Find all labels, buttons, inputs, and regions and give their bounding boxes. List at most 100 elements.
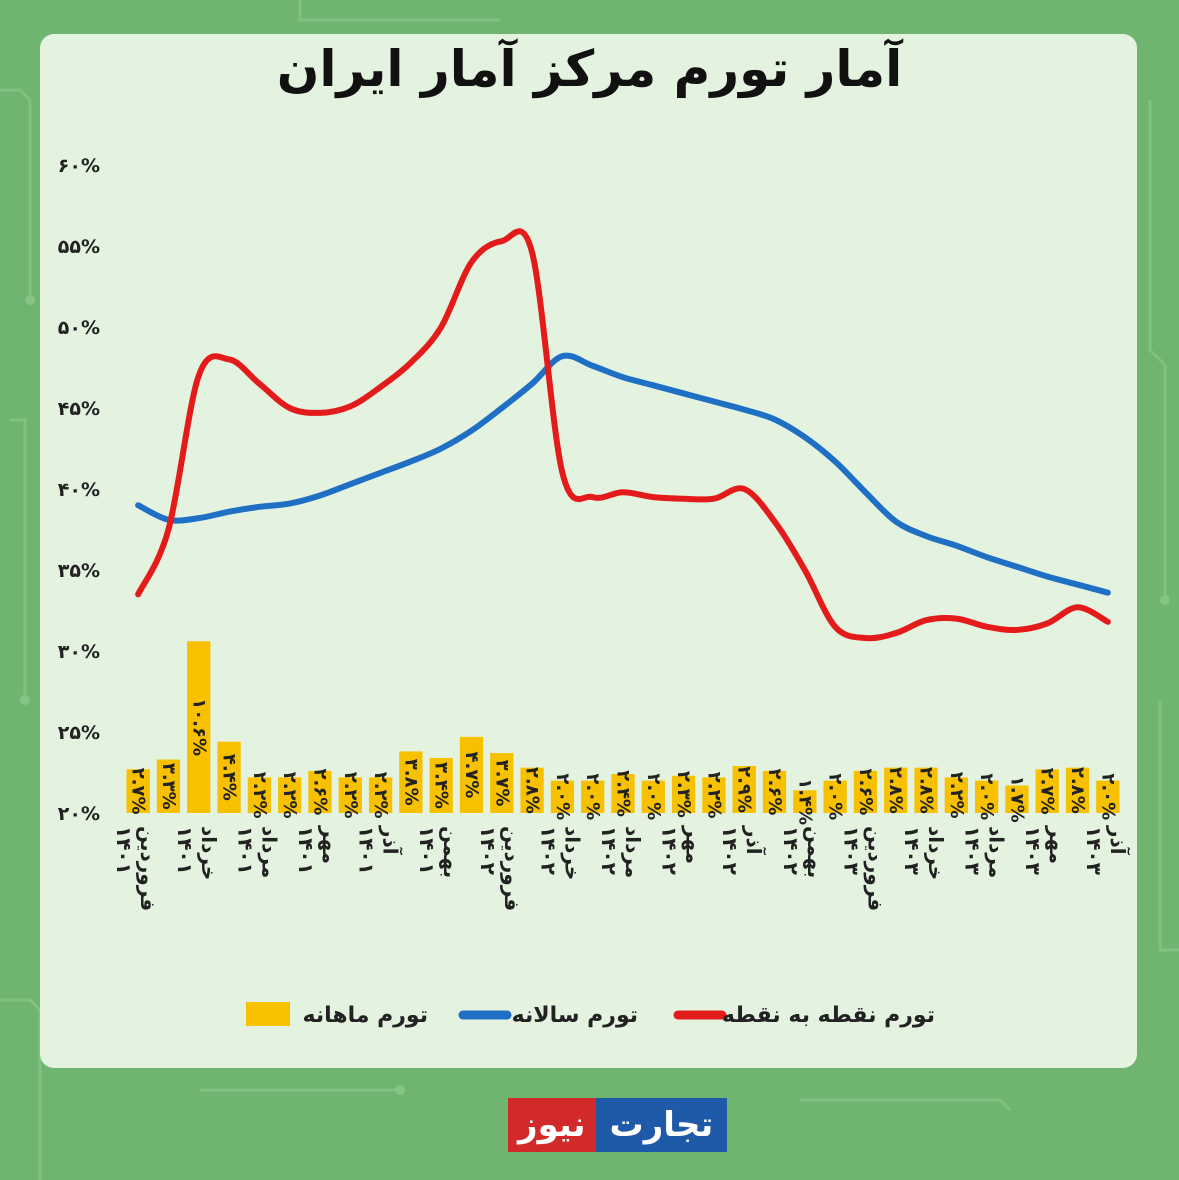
- bar: [914, 767, 938, 813]
- bar: [641, 780, 665, 813]
- x-tick-label-line: ۱۴۰۲: [779, 826, 803, 875]
- bar: [581, 780, 605, 813]
- bar-data-label: ۲.۲%: [946, 772, 967, 819]
- bar-data-label: ۳.۳%: [158, 763, 179, 810]
- x-tick-label-line: بهمن: [803, 826, 827, 878]
- x-tick-label: خرداد۱۴۰۲: [536, 826, 584, 880]
- x-tick-label-line: آذر: [1106, 825, 1131, 856]
- bar: [1096, 780, 1120, 813]
- x-tick-label-line: ۱۴۰۲: [536, 826, 560, 875]
- bar: [399, 751, 423, 813]
- legend-swatch: [246, 1002, 290, 1026]
- bar: [732, 766, 756, 813]
- x-tick-label-line: ۱۴۰۱: [233, 826, 257, 875]
- x-tick-label: بهمن۱۴۰۲: [779, 826, 827, 878]
- bar: [702, 777, 726, 813]
- legend-label: تورم ماهانه: [302, 1003, 428, 1028]
- bar: [762, 770, 787, 813]
- x-tick-label: بهمن۱۴۰۱: [415, 826, 463, 878]
- bar-data-label: ۲.۷%: [128, 768, 149, 815]
- y-tick-label: ۳۵%: [58, 560, 100, 582]
- x-tick-label-line: مرداد: [257, 826, 281, 878]
- bar: [247, 777, 272, 813]
- x-tick-label-line: مرداد: [621, 826, 645, 878]
- x-tick-label-line: ۱۴۰۲: [658, 826, 682, 875]
- x-tick-label: فروردین۱۴۰۳: [839, 826, 887, 911]
- x-tick-label: مهر۱۴۰۱: [294, 825, 342, 875]
- bar: [338, 777, 362, 813]
- x-tick-label: فروردین۱۴۰۱: [112, 826, 160, 911]
- bar: [217, 741, 241, 813]
- x-tick-label-line: ۱۴۰۲: [718, 826, 742, 875]
- x-tick-label-line: ۱۴۰۱: [112, 826, 136, 875]
- y-tick-label: ۴۵%: [58, 398, 100, 420]
- bar-data-label: ۲.۸%: [1067, 767, 1088, 814]
- legend-label: تورم سالانه: [512, 1003, 638, 1028]
- x-tick-label-line: خرداد: [924, 826, 948, 880]
- x-tick-label-line: ۱۴۰۲: [476, 826, 500, 875]
- brand-logo-part-a: نیوز: [508, 1098, 596, 1152]
- x-tick-label: مرداد۱۴۰۲: [597, 826, 645, 878]
- bar: [1005, 785, 1029, 813]
- x-tick-label-line: ۱۴۰۱: [294, 826, 318, 875]
- x-tick-label-line: فروردین: [863, 826, 887, 911]
- x-tick-label-line: خرداد: [560, 826, 584, 880]
- bar-data-label: ۲.۶%: [309, 769, 330, 816]
- bar-data-label: ۱۰.۶%: [188, 698, 209, 756]
- x-tick-label: آذر۱۴۰۳: [1082, 825, 1131, 875]
- bar-data-label: ۴.۷%: [461, 752, 482, 799]
- bar: [823, 780, 847, 813]
- bar-data-label: ۴.۴%: [219, 754, 240, 801]
- x-tick-label-line: مرداد: [985, 826, 1009, 878]
- bar: [308, 770, 332, 813]
- x-tick-label-line: مهر: [318, 825, 342, 864]
- bar-data-label: ۲.۰%: [1097, 773, 1118, 820]
- x-tick-label-line: ۱۴۰۱: [415, 826, 439, 875]
- x-tick-label-line: خرداد: [197, 826, 221, 880]
- x-tick-label: آذر۱۴۰۱: [355, 825, 404, 875]
- bar: [278, 777, 302, 813]
- bar: [550, 780, 575, 813]
- bar: [793, 790, 817, 813]
- x-tick-label-line: ۱۴۰۱: [355, 826, 379, 875]
- bar: [490, 753, 514, 813]
- x-tick-label-line: فروردین: [500, 826, 524, 911]
- legend-label: تورم نقطه به نقطه: [722, 1003, 935, 1028]
- y-tick-label: ۵۰%: [58, 317, 100, 339]
- bar-data-label: ۲.۹%: [734, 766, 755, 813]
- x-tick-label: مهر۱۴۰۲: [658, 825, 706, 875]
- point-to-point-inflation-line: [135, 228, 1111, 642]
- bar-data-label: ۲.۷%: [1037, 768, 1058, 815]
- bar-data-label: ۲.۲%: [279, 772, 300, 819]
- x-tick-label: خرداد۱۴۰۳: [900, 826, 948, 880]
- bar-data-label: ۲.۰%: [582, 773, 603, 820]
- brand-logo: نیوز تجارت: [508, 1098, 728, 1152]
- bar-data-label: ۲.۸%: [916, 767, 937, 814]
- bar: [884, 767, 908, 813]
- x-tick-label-line: ۱۴۰۳: [1021, 826, 1045, 875]
- bar: [611, 774, 635, 813]
- chart-title: آمار تورم مرکز آمار ایران: [276, 40, 903, 98]
- x-tick-label-line: مهر: [682, 825, 706, 864]
- bar: [1065, 767, 1090, 813]
- bar: [853, 770, 878, 813]
- bar-data-label: ۲.۸%: [522, 767, 543, 814]
- x-tick-label-line: بهمن: [439, 826, 463, 878]
- bar-data-label: ۲.۴%: [613, 770, 634, 817]
- bar: [459, 736, 484, 813]
- bar-data-label: ۲.۰%: [552, 773, 573, 820]
- x-tick-label-line: ۱۴۰۳: [961, 826, 985, 875]
- y-tick-label: ۴۰%: [58, 479, 100, 501]
- bar-data-label: ۲.۳%: [673, 771, 694, 818]
- bar-data-label: ۳.۸%: [400, 759, 421, 806]
- bar-data-label: ۲.۲%: [370, 772, 391, 819]
- bar: [156, 759, 181, 813]
- x-tick-label: مهر۱۴۰۳: [1021, 825, 1069, 875]
- bar-data-label: ۲.۸%: [885, 767, 906, 814]
- bar-data-label: ۲.۰%: [825, 773, 846, 820]
- bar: [520, 767, 544, 813]
- bar-data-label: ۲.۲%: [703, 772, 724, 819]
- bar-data-label: ۲.۶%: [855, 769, 876, 816]
- bar-data-label: ۲.۲%: [249, 772, 270, 819]
